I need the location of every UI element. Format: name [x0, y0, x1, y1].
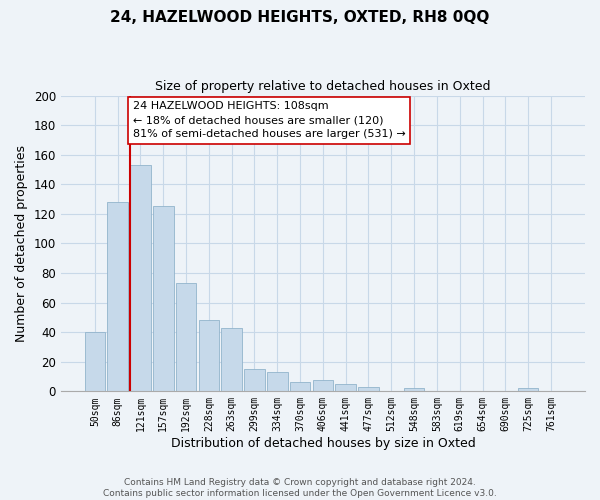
Bar	[267, 372, 287, 392]
Text: 24 HAZELWOOD HEIGHTS: 108sqm
← 18% of detached houses are smaller (120)
81% of s: 24 HAZELWOOD HEIGHTS: 108sqm ← 18% of de…	[133, 102, 405, 140]
Text: Contains HM Land Registry data © Crown copyright and database right 2024.
Contai: Contains HM Land Registry data © Crown c…	[103, 478, 497, 498]
Bar	[335, 384, 356, 392]
Bar	[107, 202, 128, 392]
Text: 24, HAZELWOOD HEIGHTS, OXTED, RH8 0QQ: 24, HAZELWOOD HEIGHTS, OXTED, RH8 0QQ	[110, 10, 490, 25]
Bar	[199, 320, 219, 392]
Bar	[290, 382, 310, 392]
Bar	[313, 380, 333, 392]
Bar	[244, 369, 265, 392]
Bar	[176, 284, 196, 392]
X-axis label: Distribution of detached houses by size in Oxted: Distribution of detached houses by size …	[170, 437, 475, 450]
Bar	[221, 328, 242, 392]
Bar	[85, 332, 105, 392]
Bar	[130, 165, 151, 392]
Bar	[404, 388, 424, 392]
Title: Size of property relative to detached houses in Oxted: Size of property relative to detached ho…	[155, 80, 491, 93]
Bar	[153, 206, 173, 392]
Bar	[358, 387, 379, 392]
Bar	[518, 388, 538, 392]
Y-axis label: Number of detached properties: Number of detached properties	[15, 145, 28, 342]
